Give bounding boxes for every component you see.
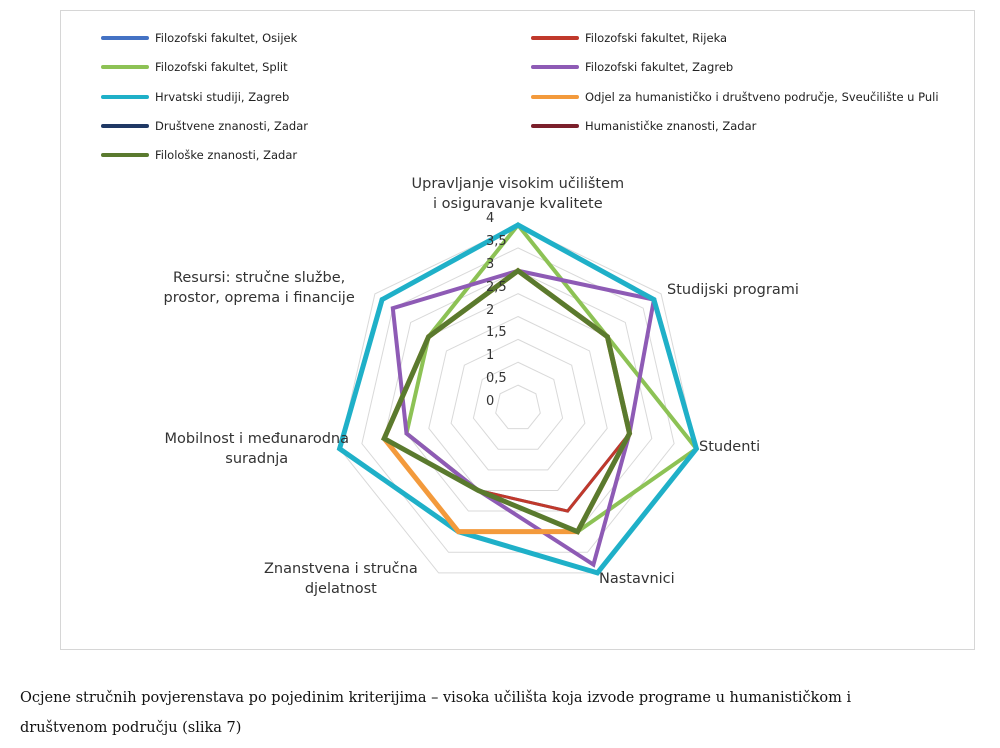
tick-label: 3: [486, 256, 495, 272]
axis-label-4: Nastavnici: [599, 569, 675, 589]
legend-label: Humanističke znanosti, Zadar: [585, 119, 757, 133]
legend-item: Filološke znanosti, Zadar: [101, 148, 297, 162]
legend-swatch: [101, 36, 149, 40]
legend-item: Društvene znanosti, Zadar: [101, 119, 308, 133]
legend-label: Filozofski fakultet, Zagreb: [585, 60, 734, 74]
legend-swatch: [101, 153, 149, 157]
tick-label: 1: [486, 348, 495, 364]
legend-swatch: [531, 36, 579, 40]
legend-item: Filozofski fakultet, Osijek: [101, 31, 297, 45]
legend-swatch: [101, 95, 149, 99]
grid-ring: [472, 361, 564, 450]
legend-item: Odjel za humanističko i društveno područ…: [531, 90, 939, 104]
series-line-9: [380, 267, 633, 535]
legend-swatch: [531, 124, 579, 128]
series-line-6: [381, 267, 633, 535]
legend-swatch: [101, 65, 149, 69]
axis-label-line: Studijski programi: [667, 282, 799, 298]
tick-label: 2,5: [486, 279, 507, 295]
axis-label-5: Znanstvena i stručna djelatnost: [264, 559, 418, 599]
chart-frame: 0 0,5 1 1,5 2 2,5 3 3,5 4 Upravljanje visokim uči…: [60, 10, 975, 650]
axis-label-line: prostor, oprema i financije: [163, 290, 355, 306]
axis-label-line: Resursi: stručne službe,: [172, 270, 346, 286]
tick-label: 2: [486, 302, 495, 318]
tick-label: 0: [486, 394, 495, 409]
legend-item: Hrvatski studiji, Zagreb: [101, 90, 289, 104]
grid-ring: [339, 224, 697, 574]
tick-label: 0,5: [486, 371, 507, 387]
legend-label: Društvene znanosti, Zadar: [155, 119, 308, 133]
legend-swatch: [101, 124, 149, 128]
series-line-5: [336, 222, 700, 576]
legend-label: Filozofski fakultet, Split: [155, 60, 288, 74]
tick-label: 4: [486, 211, 495, 226]
legend-item: Humanističke znanosti, Zadar: [531, 119, 756, 133]
axis-label-line: djelatnost: [304, 581, 377, 597]
grid-ring: [428, 315, 608, 491]
grid-ring: [450, 338, 586, 471]
axis-label-7: Resursi: stručne službe, prostor, oprema …: [164, 268, 355, 308]
axis-label-line: Znanstvena i stručna: [264, 561, 418, 577]
axis-label-6: Mobilnost i međunarodna suradnja: [165, 429, 350, 469]
legend-item: Filozofski fakultet, Split: [101, 60, 288, 74]
caption-line-2: društvenom području (slika 7): [20, 720, 242, 736]
axis-label-line: Upravljanje visokim učilištem: [411, 176, 625, 192]
axis-label-1: Upravljanje visokim učilištem i osigurava…: [412, 174, 625, 214]
series-line-7: [381, 268, 632, 535]
tick-label: 3,5: [486, 233, 507, 249]
legend-swatch: [531, 95, 579, 99]
caption-line-1: Ocjene stručnih povjerenstava po pojedin…: [20, 690, 852, 706]
legend-label: Filološke znanosti, Zadar: [155, 148, 298, 162]
series-line-8: [381, 268, 632, 535]
axis-label-line: Studenti: [699, 439, 761, 455]
series-line-4: [390, 268, 657, 568]
legend-item: Filozofski fakultet, Rijeka: [531, 31, 727, 45]
axis-label-line: i osiguravanje kvalitete: [432, 196, 603, 212]
radar-chart: [336, 221, 700, 576]
axis-label-line: Mobilnost i međunarodna: [164, 431, 350, 447]
legend-swatch: [531, 65, 579, 69]
axis-label-3: Studenti: [699, 437, 760, 457]
legend-label: Filozofski fakultet, Osijek: [155, 31, 298, 45]
tick-label: 1,5: [486, 325, 507, 341]
legend-label: Hrvatski studiji, Zagreb: [155, 90, 290, 104]
axis-label-line: suradnja: [225, 451, 289, 467]
legend-label: Odjel za humanističko i društveno područ…: [585, 90, 939, 104]
legend-label: Filozofski fakultet, Rijeka: [585, 31, 728, 45]
axis-label-line: Nastavnici: [599, 571, 675, 587]
axis-label-2: Studijski programi: [667, 280, 799, 300]
legend-item: Filozofski fakultet, Zagreb: [531, 60, 733, 74]
figure-caption: Ocjene stručnih povjerenstava po pojedin…: [20, 683, 920, 743]
grid-ring: [495, 384, 541, 430]
